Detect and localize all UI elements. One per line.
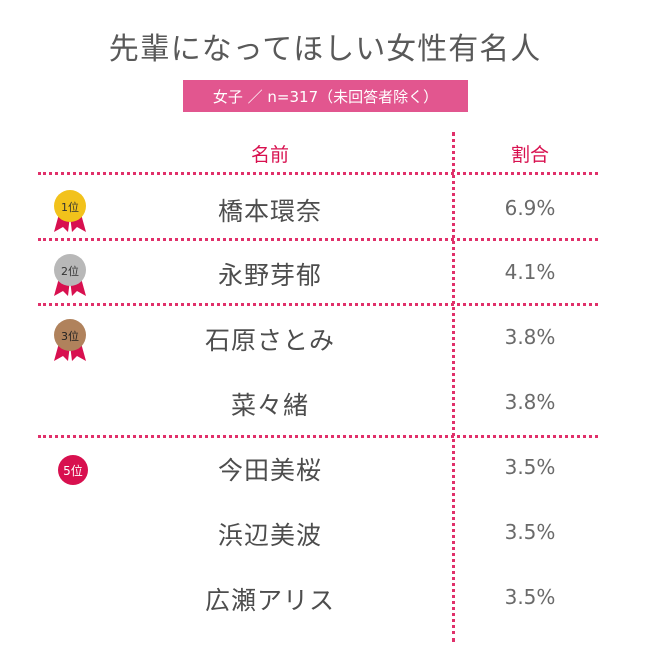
svg-text:1位: 1位 (61, 200, 79, 214)
row-divider (38, 435, 598, 438)
celebrity-name: 永野芽郁 (217, 261, 322, 290)
percentage: 3.5% (504, 520, 556, 544)
bronze-medal-icon: 3位 (54, 319, 86, 361)
svg-text:2位: 2位 (61, 264, 79, 278)
table-row: 広瀬アリス 3.5% (0, 577, 650, 617)
gold-medal-icon: 1位 (54, 190, 86, 232)
celebrity-name: 広瀬アリス (204, 586, 335, 615)
table-row: 3位 石原さとみ 3.8% (0, 317, 650, 361)
percentage: 3.5% (504, 585, 556, 609)
celebrity-name: 橋本環奈 (217, 197, 322, 226)
percentage: 6.9% (504, 196, 556, 220)
celebrity-name: 菜々緒 (230, 391, 309, 420)
sample-banner: 女子 ／ n=317（未回答者除く） (183, 80, 468, 112)
row-divider (38, 303, 598, 306)
silver-medal-icon: 2位 (54, 254, 86, 296)
header-divider (38, 172, 598, 175)
percentage: 3.8% (504, 325, 556, 349)
table-row: 2位 永野芽郁 4.1% (0, 252, 650, 296)
percentage: 3.8% (504, 390, 556, 414)
table-row: 菜々緒 3.8% (0, 382, 650, 422)
percentage: 3.5% (504, 455, 556, 479)
celebrity-name: 浜辺美波 (217, 521, 322, 550)
table-row: 1位 橋本環奈 6.9% (0, 188, 650, 232)
table-row: 浜辺美波 3.5% (0, 512, 650, 552)
percentage: 4.1% (504, 260, 556, 284)
rank-badge: 5位 (58, 455, 88, 485)
column-divider (452, 132, 455, 642)
row-divider (38, 238, 598, 241)
celebrity-name: 今田美桜 (217, 456, 322, 485)
column-header-name: 名前 (250, 144, 289, 166)
table-row: 5位 今田美桜 3.5% (0, 447, 650, 487)
celebrity-name: 石原さとみ (204, 326, 335, 355)
column-header-pct: 割合 (510, 144, 549, 166)
chart-title: 先輩になってほしい女性有名人 (108, 32, 542, 67)
svg-text:3位: 3位 (61, 329, 79, 343)
